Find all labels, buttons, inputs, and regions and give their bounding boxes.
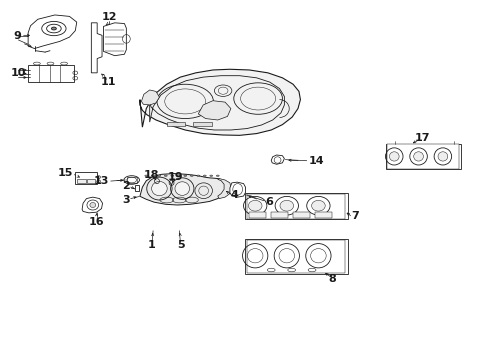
Bar xyxy=(386,144,458,168)
Bar xyxy=(247,240,344,273)
Text: 15: 15 xyxy=(58,168,73,178)
Text: 7: 7 xyxy=(351,211,359,221)
Polygon shape xyxy=(140,174,224,205)
Text: 11: 11 xyxy=(101,77,116,87)
Ellipse shape xyxy=(151,181,167,196)
Text: 8: 8 xyxy=(327,274,335,284)
Text: 14: 14 xyxy=(308,156,324,166)
Bar xyxy=(385,144,460,169)
Text: 16: 16 xyxy=(88,217,104,227)
Bar xyxy=(75,172,97,184)
Ellipse shape xyxy=(248,201,262,211)
Ellipse shape xyxy=(151,175,154,176)
Ellipse shape xyxy=(388,152,398,161)
Bar xyxy=(249,212,266,217)
Bar xyxy=(28,64,74,82)
Bar xyxy=(193,122,211,126)
Polygon shape xyxy=(140,69,300,135)
Ellipse shape xyxy=(175,182,189,195)
Ellipse shape xyxy=(196,175,199,176)
Text: 6: 6 xyxy=(264,197,272,207)
Ellipse shape xyxy=(311,201,325,211)
Text: 13: 13 xyxy=(94,176,109,186)
Ellipse shape xyxy=(190,175,193,176)
Bar xyxy=(87,179,95,183)
Ellipse shape xyxy=(90,203,96,207)
Text: 4: 4 xyxy=(230,190,238,201)
Polygon shape xyxy=(217,179,230,199)
Polygon shape xyxy=(82,197,102,213)
Polygon shape xyxy=(198,101,230,120)
Bar xyxy=(126,177,136,183)
Bar xyxy=(246,194,345,219)
Polygon shape xyxy=(149,76,284,130)
Ellipse shape xyxy=(177,175,180,176)
Ellipse shape xyxy=(51,27,56,30)
Text: 18: 18 xyxy=(143,170,159,180)
Bar xyxy=(271,212,287,217)
Text: 5: 5 xyxy=(177,240,185,250)
Text: 9: 9 xyxy=(14,31,21,41)
Text: 19: 19 xyxy=(167,172,183,182)
Ellipse shape xyxy=(413,152,423,161)
Text: 12: 12 xyxy=(102,13,117,22)
Polygon shape xyxy=(229,182,245,197)
Bar xyxy=(134,185,139,192)
Polygon shape xyxy=(91,23,102,73)
Ellipse shape xyxy=(437,152,447,161)
Polygon shape xyxy=(103,23,126,56)
Bar xyxy=(166,122,185,126)
Bar xyxy=(245,193,347,219)
Text: 2: 2 xyxy=(122,181,129,192)
Text: 10: 10 xyxy=(11,68,26,78)
Ellipse shape xyxy=(203,175,206,176)
Ellipse shape xyxy=(144,175,147,176)
Text: 3: 3 xyxy=(122,195,129,205)
Ellipse shape xyxy=(216,175,219,176)
Polygon shape xyxy=(28,15,77,49)
Ellipse shape xyxy=(280,201,293,211)
Bar xyxy=(292,212,309,217)
Polygon shape xyxy=(141,90,159,105)
Polygon shape xyxy=(271,155,284,164)
Text: 1: 1 xyxy=(147,240,155,250)
Bar xyxy=(245,239,347,274)
Bar xyxy=(314,212,331,217)
Ellipse shape xyxy=(164,175,167,176)
Bar xyxy=(77,179,86,183)
Ellipse shape xyxy=(158,175,161,176)
Ellipse shape xyxy=(183,175,186,176)
Ellipse shape xyxy=(170,175,173,176)
Text: 17: 17 xyxy=(413,133,429,143)
Ellipse shape xyxy=(209,175,212,176)
